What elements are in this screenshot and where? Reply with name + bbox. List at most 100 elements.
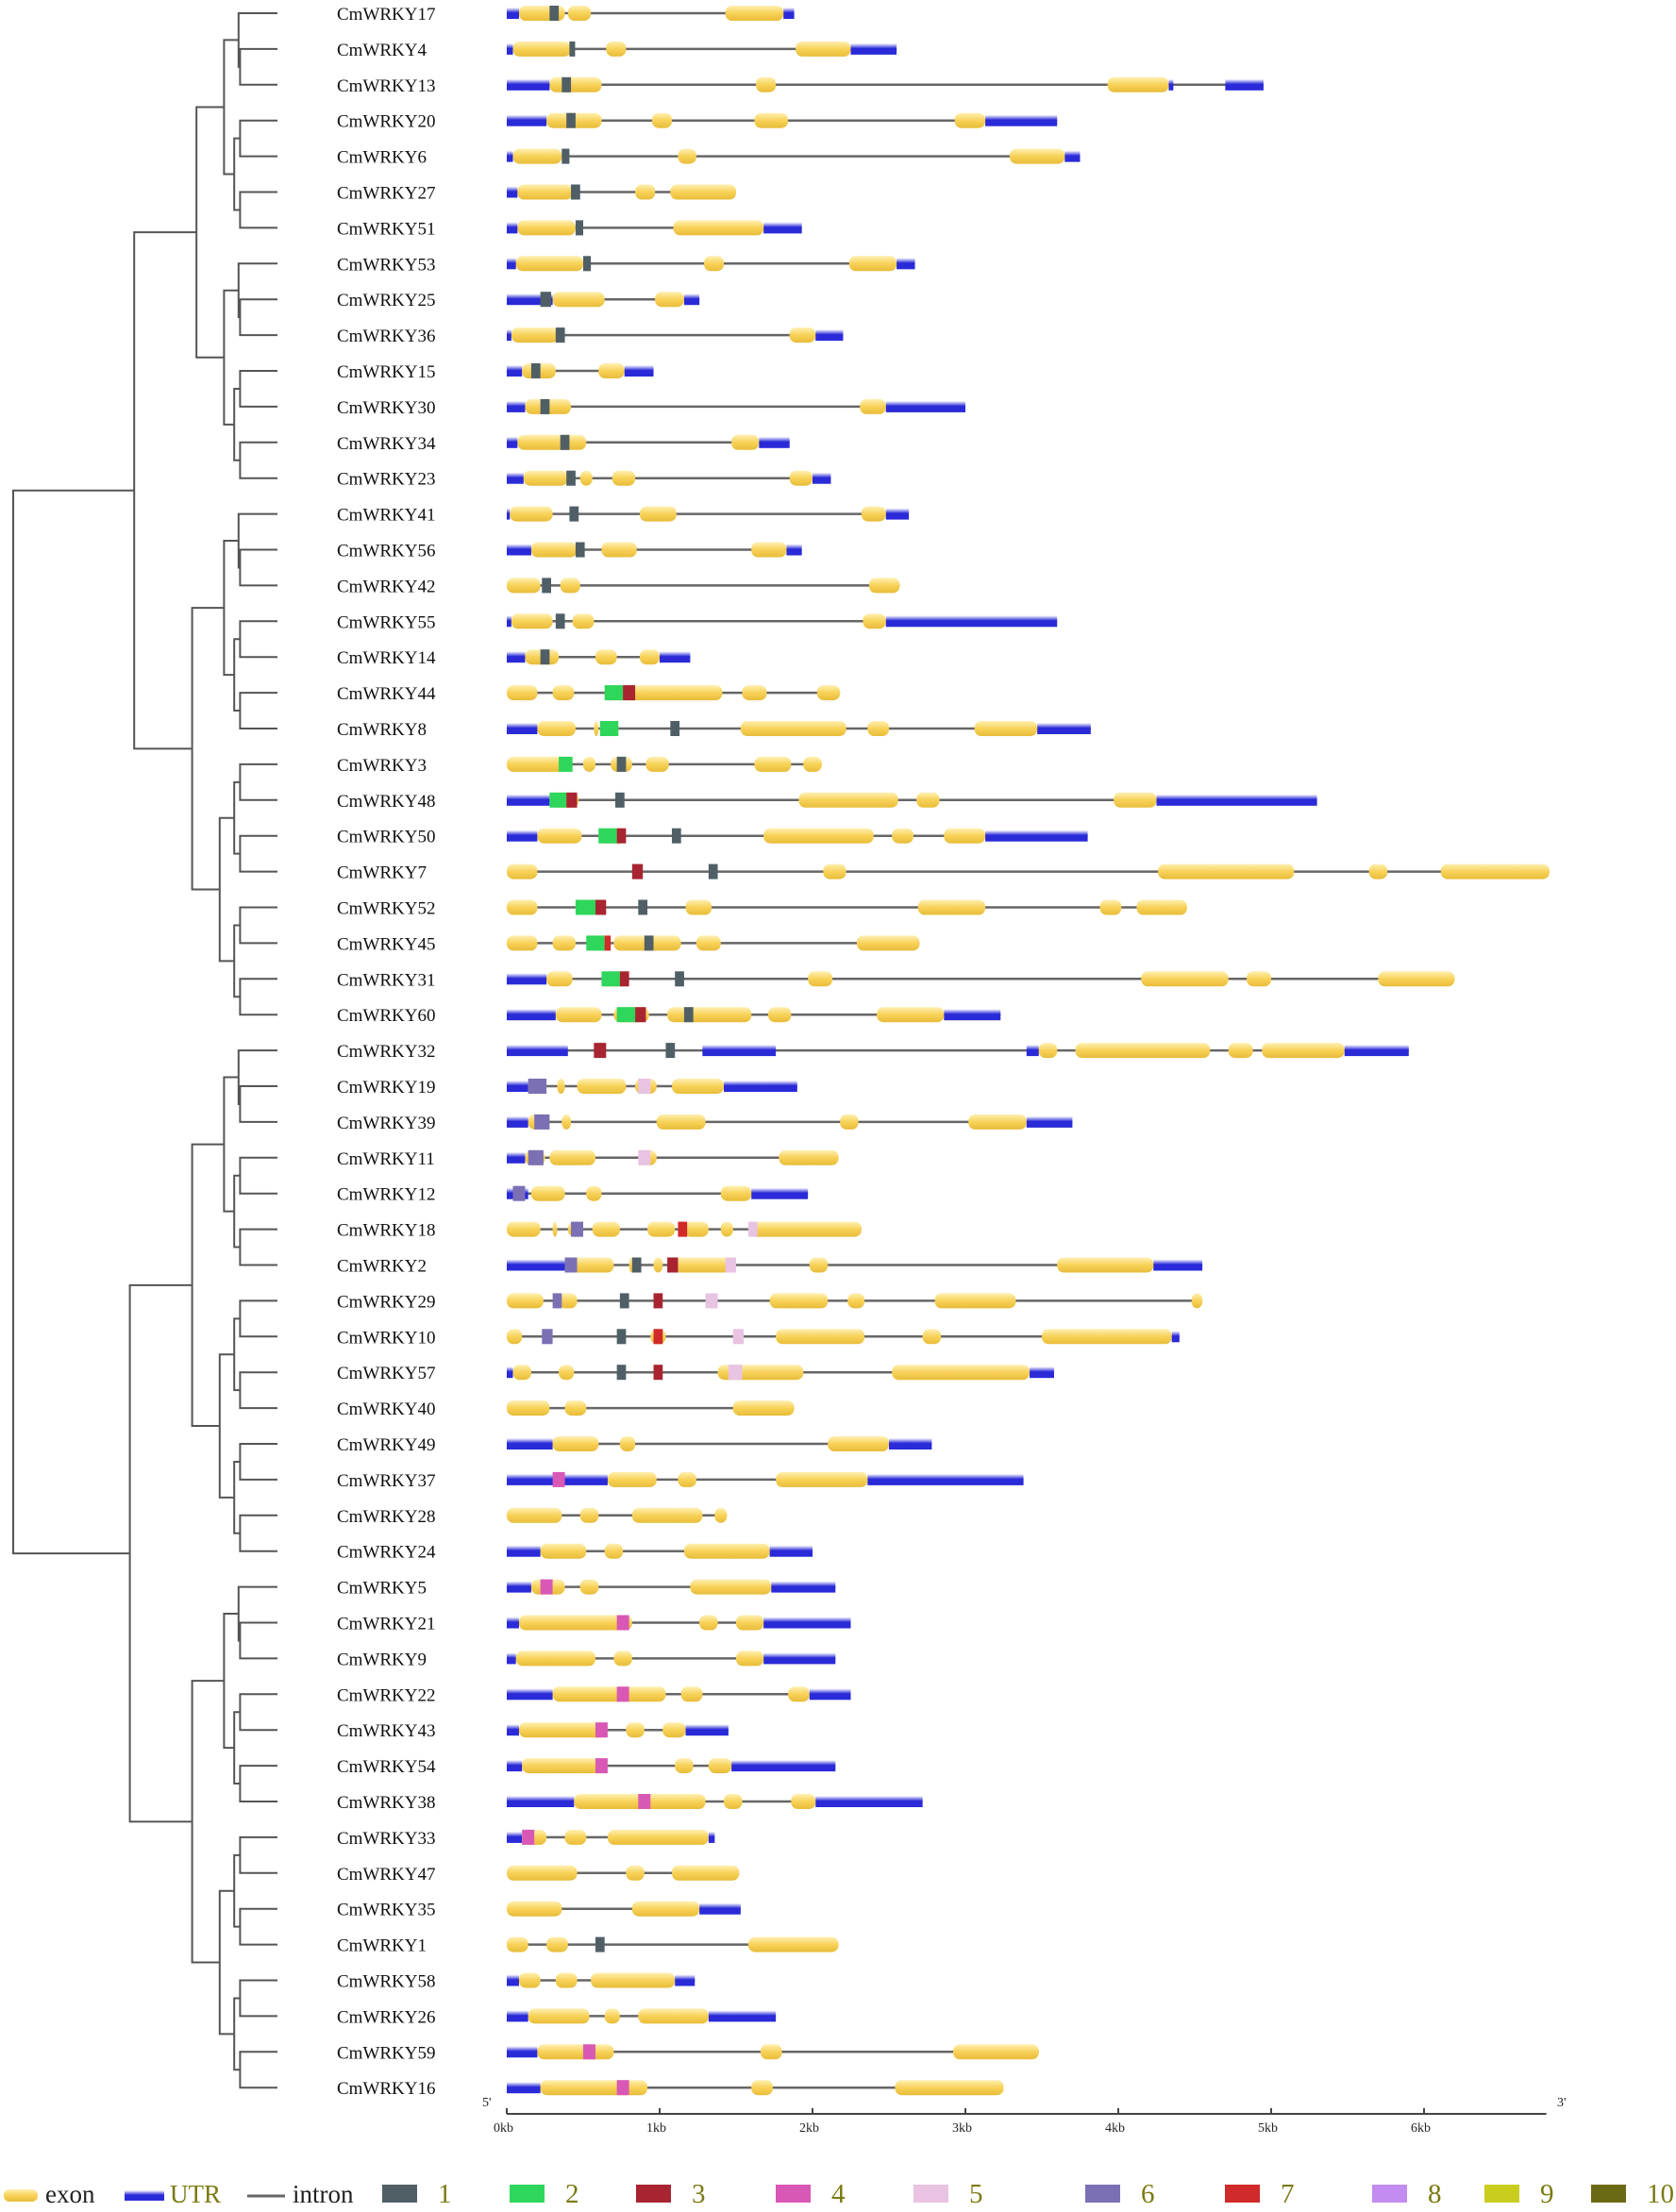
legend-label: 3 [692, 2179, 706, 2209]
motif-1-box [555, 327, 565, 344]
exon-block [552, 1686, 666, 1702]
exon-block [944, 828, 986, 844]
exon-block [552, 935, 576, 951]
exon-block [517, 220, 576, 236]
legend: exon UTR intron 1 2 3 4 5 6 7 8 9 10 [4, 2179, 1674, 2209]
exon-block [601, 542, 637, 558]
utr-block [763, 1652, 836, 1665]
exon-block [754, 112, 789, 128]
motif-1-box [616, 756, 627, 772]
exon-block [760, 2044, 782, 2060]
exon-block [668, 1257, 730, 1273]
exon-block [626, 1865, 645, 1881]
exon-block [789, 470, 813, 486]
exon-block [754, 756, 792, 772]
motif-5-box [732, 1329, 745, 1345]
exon-block [847, 1293, 865, 1309]
tree-branch [223, 289, 239, 426]
exon-block [549, 1149, 595, 1165]
gene-row: CmWRKY26 [337, 2007, 777, 2027]
gene-name: CmWRKY34 [337, 434, 436, 454]
exon-block [647, 1221, 676, 1237]
gene-row: CmWRKY57 [337, 1364, 1054, 1383]
exon-block [635, 184, 656, 200]
gene-row: CmWRKY58 [337, 1972, 696, 1992]
exon-block [751, 2080, 773, 2096]
exon-block [552, 685, 575, 701]
exon-block [607, 1829, 709, 1845]
legend-label: 10 [1647, 2179, 1674, 2209]
legend-exon-swatch [4, 2189, 38, 2202]
gene-row: CmWRKY50 [337, 828, 1088, 847]
gene-row: CmWRKY30 [337, 398, 965, 418]
exon-block [860, 398, 886, 414]
motif-1-box [540, 649, 550, 665]
legend-item-m10: 10 [1591, 2179, 1674, 2209]
motif-1-box [575, 220, 583, 236]
exon-block [740, 721, 846, 736]
utr-block [507, 1151, 526, 1164]
utr-block [507, 436, 518, 448]
motif-7-box [653, 1329, 663, 1345]
utr-block [507, 222, 518, 234]
utr-block [708, 1831, 715, 1843]
utr-block [685, 1724, 729, 1736]
exon-block [1057, 1257, 1154, 1273]
motif-1-box [638, 899, 648, 915]
legend-item-m7: 7 [1225, 2179, 1295, 2209]
utr-block [624, 365, 654, 377]
exon-block [747, 1221, 862, 1237]
tree-branch [239, 834, 277, 873]
motif-6-box [571, 1221, 583, 1237]
legend-label: 6 [1141, 2179, 1155, 2209]
utr-block [1037, 723, 1091, 734]
utr-block [1026, 1115, 1073, 1128]
utr-block [813, 472, 831, 484]
exon-block [507, 899, 538, 915]
gene-row: CmWRKY20 [337, 112, 1058, 132]
exon-block [868, 578, 900, 594]
gene-row: CmWRKY54 [337, 1757, 836, 1777]
utr-block [751, 1187, 809, 1199]
exon-block [619, 1436, 636, 1451]
gene-row: CmWRKY12 [337, 1185, 809, 1205]
gene-name: CmWRKY48 [337, 792, 436, 812]
utr-block [507, 723, 538, 734]
gene-row: CmWRKY34 [337, 434, 790, 454]
exon-block [809, 1257, 829, 1273]
gene-name: CmWRKY12 [337, 1185, 436, 1205]
utr-block [897, 258, 915, 270]
tree-branch [237, 262, 277, 319]
legend-item-m6: 6 [1085, 2179, 1155, 2209]
exon-block [606, 41, 627, 57]
gene-row: CmWRKY43 [337, 1721, 729, 1741]
gene-row: CmWRKY48 [337, 792, 1317, 812]
motif-1-box [561, 148, 570, 164]
tree-branch [239, 191, 277, 229]
gene-row: CmWRKY19 [337, 1078, 797, 1098]
utr-block [507, 258, 516, 270]
exon-block [1158, 863, 1295, 880]
exon-block [1368, 863, 1388, 880]
exon-block [863, 613, 886, 629]
exon-block [507, 1507, 562, 1523]
exon-block [540, 1543, 587, 1559]
tree-branch [239, 1979, 277, 2018]
exon-block [803, 756, 822, 772]
exon-block [731, 434, 760, 450]
exon-block [511, 613, 553, 629]
exon-block [798, 792, 898, 808]
utr-block [771, 1581, 836, 1593]
axis-five-prime-label: 5' [482, 2096, 492, 2110]
length-axis: 5' 3' 0kb 1kb 2kb 3kb 4kb 5kb 6kb [482, 2096, 1567, 2136]
gene-row: CmWRKY38 [337, 1793, 923, 1813]
motif-1-box [569, 41, 576, 57]
gene-name: CmWRKY25 [337, 291, 436, 310]
gene-name: CmWRKY16 [337, 2079, 436, 2099]
exon-block [1247, 971, 1271, 987]
utr-block [867, 1473, 1024, 1485]
utr-block [507, 1438, 553, 1450]
exon-block [540, 2080, 648, 2096]
gene-name: CmWRKY31 [337, 970, 436, 990]
exon-block [763, 828, 874, 844]
